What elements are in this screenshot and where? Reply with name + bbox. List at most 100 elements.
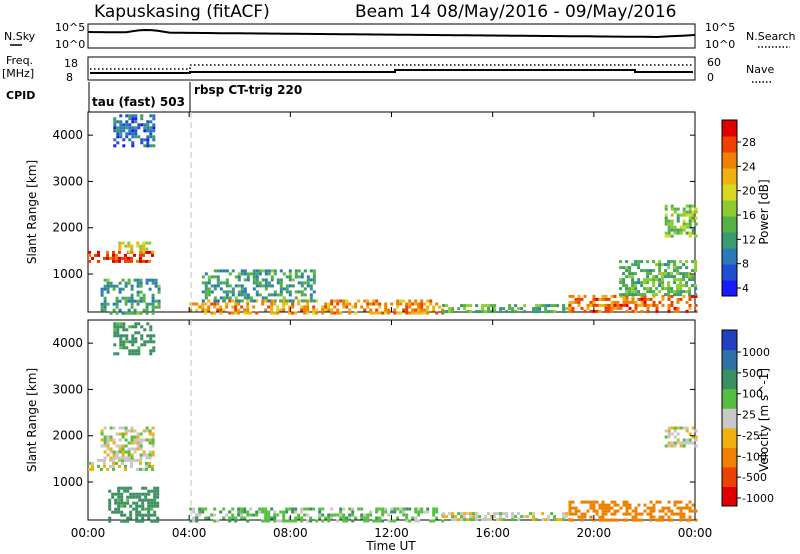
radar-cell <box>688 509 692 513</box>
radar-cell <box>484 304 488 308</box>
radar-cell <box>661 263 665 267</box>
radar-cell <box>685 225 689 229</box>
radar-cell <box>136 458 139 462</box>
radar-cell <box>219 510 223 514</box>
radar-cell <box>598 309 602 313</box>
radar-cell <box>679 278 683 282</box>
radar-cell <box>88 253 91 257</box>
radar-cell <box>441 519 445 523</box>
radar-cell <box>128 126 132 130</box>
radar-cell <box>117 498 121 502</box>
radar-cell <box>685 260 689 264</box>
radar-cell <box>150 519 154 523</box>
radar-cell <box>649 269 653 273</box>
radar-cell <box>688 303 692 307</box>
radar-cell <box>688 231 692 235</box>
time-axis-label: Time UT <box>365 539 416 553</box>
radar-cell <box>691 284 695 288</box>
radar-cell <box>676 297 680 301</box>
radar-cell <box>336 519 340 523</box>
radar-cell <box>303 513 307 517</box>
radar-cell <box>103 435 107 439</box>
colorbar-swatch <box>722 184 737 201</box>
radar-cell <box>544 518 548 522</box>
radar-cell <box>375 302 379 306</box>
radar-cell <box>667 432 671 436</box>
radar-cell <box>682 515 686 519</box>
radar-cell <box>113 144 117 148</box>
radar-cell <box>363 308 367 312</box>
radar-cell <box>106 256 109 260</box>
radar-cell <box>619 278 623 282</box>
radar-cell <box>405 308 409 312</box>
radar-cell <box>405 305 409 309</box>
radar-cell <box>694 303 698 307</box>
radar-cell <box>646 309 650 313</box>
radar-cell <box>246 308 250 312</box>
radar-cell <box>130 456 134 460</box>
radar-cell <box>279 290 283 294</box>
radar-cell <box>649 509 653 513</box>
radar-cell <box>360 507 364 511</box>
radar-cell <box>426 308 430 312</box>
freq-trace <box>90 69 693 74</box>
radar-cell <box>276 311 280 315</box>
radar-cell <box>550 304 554 308</box>
radar-cell <box>120 513 124 517</box>
radar-cell <box>153 495 157 499</box>
radar-cell <box>673 269 677 273</box>
radar-cell <box>270 293 274 297</box>
radar-cell <box>123 504 127 508</box>
radar-cell <box>231 516 235 520</box>
radar-cell <box>610 300 614 304</box>
radar-cell <box>616 303 620 307</box>
radar-cell <box>136 244 140 248</box>
radar-cell <box>324 302 328 306</box>
radar-cell <box>91 467 94 471</box>
radar-cell <box>149 328 153 332</box>
radar-cell <box>115 444 119 448</box>
radar-cell <box>198 510 202 514</box>
radar-cell <box>103 464 106 468</box>
radar-cell <box>670 432 674 436</box>
radar-cell <box>144 498 148 502</box>
radar-cell <box>664 216 668 220</box>
radar-cell <box>127 311 131 315</box>
radar-cell <box>568 309 572 313</box>
radar-cell <box>544 307 548 311</box>
radar-cell <box>270 299 274 303</box>
radar-cell <box>148 461 151 465</box>
radar-cell <box>327 519 331 523</box>
radar-cell <box>124 467 127 471</box>
radar-cell <box>288 278 292 282</box>
radar-cell <box>399 299 403 303</box>
colorbar-tick-label: 24 <box>742 160 756 173</box>
radar-cell <box>664 506 668 510</box>
radar-cell <box>694 284 698 288</box>
radar-cell <box>103 461 106 465</box>
radar-cell <box>270 302 274 306</box>
radar-cell <box>249 296 253 300</box>
radar-cell <box>309 296 313 300</box>
radar-cell <box>276 281 280 285</box>
radar-cell <box>661 281 665 285</box>
radar-cell <box>264 516 268 520</box>
radar-cell <box>118 438 122 442</box>
radar-cell <box>607 506 611 510</box>
radar-cell <box>622 294 626 298</box>
radar-cell <box>300 305 304 309</box>
radar-cell <box>246 278 250 282</box>
radar-cell <box>122 346 126 350</box>
radar-cell <box>523 515 527 519</box>
radar-cell <box>149 129 153 133</box>
radar-cell <box>682 438 686 442</box>
radar-cell <box>679 512 683 516</box>
radar-cell <box>252 269 256 273</box>
radar-cell <box>463 307 467 311</box>
radar-cell <box>130 453 134 457</box>
radar-cell <box>127 259 130 263</box>
radar-cell <box>114 498 118 502</box>
radar-cell <box>369 308 373 312</box>
radar-cell <box>261 269 265 273</box>
radar-cell <box>652 281 656 285</box>
